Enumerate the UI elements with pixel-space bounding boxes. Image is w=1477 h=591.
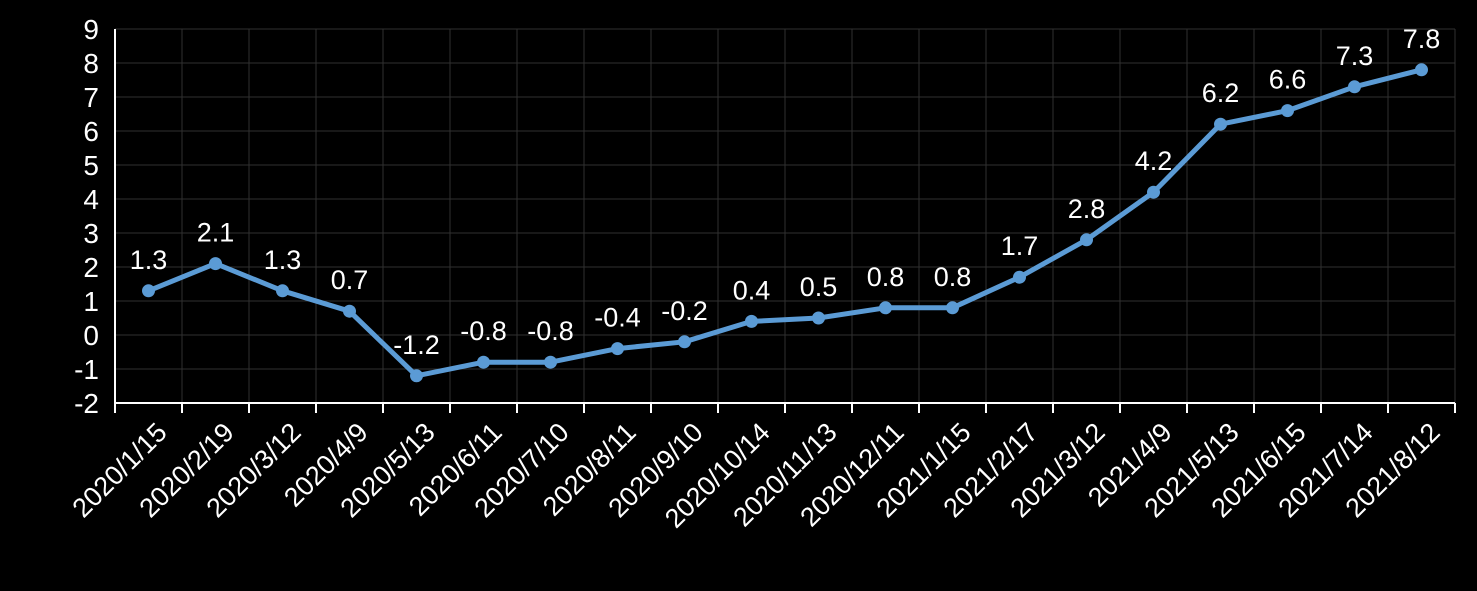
y-tick-label: 3 <box>83 218 99 249</box>
data-point-marker <box>276 284 289 298</box>
data-point-marker <box>209 257 222 271</box>
data-point-marker <box>1214 117 1227 131</box>
data-series-line <box>146 67 1424 379</box>
data-point-marker <box>544 355 557 369</box>
data-point-marker <box>879 301 892 315</box>
data-point-label: -1.2 <box>393 330 440 360</box>
data-point-marker <box>1281 104 1294 118</box>
data-point-label: 6.6 <box>1269 65 1307 95</box>
y-tick-label: 2 <box>83 252 99 283</box>
data-point-label: 1.7 <box>1001 231 1039 261</box>
y-tick-label: 8 <box>83 48 99 79</box>
data-point-marker <box>1348 80 1361 94</box>
data-point-marker <box>477 355 490 369</box>
data-point-marker <box>745 314 758 328</box>
y-tick-label: 0 <box>83 320 99 351</box>
y-tick-label: 1 <box>83 286 99 317</box>
data-point-label: -0.4 <box>594 303 641 333</box>
data-point-marker <box>1013 270 1026 284</box>
y-tick-label: 5 <box>83 150 99 181</box>
data-point-label: 0.4 <box>733 275 771 305</box>
data-point-marker <box>611 342 624 356</box>
data-point-label: -0.8 <box>460 316 507 346</box>
data-point-label: 2.8 <box>1068 194 1106 224</box>
y-tick-label: 9 <box>83 14 99 45</box>
data-point-label: 2.1 <box>197 218 235 248</box>
data-point-marker <box>410 369 423 383</box>
data-point-label: 0.8 <box>934 262 972 292</box>
data-point-marker <box>343 304 356 318</box>
y-tick-label: 4 <box>83 184 99 215</box>
data-point-label: 4.2 <box>1135 146 1173 176</box>
data-point-label: 1.3 <box>130 245 168 275</box>
data-point-marker <box>1080 233 1093 247</box>
data-point-marker <box>678 335 691 349</box>
data-point-marker <box>1147 185 1160 199</box>
data-point-label: 0.8 <box>867 262 905 292</box>
y-tick-label: 6 <box>83 116 99 147</box>
data-point-marker <box>142 284 155 298</box>
data-point-marker <box>812 311 825 325</box>
data-point-marker <box>946 301 959 315</box>
data-point-label: -0.8 <box>527 316 574 346</box>
y-tick-label: -2 <box>74 388 99 419</box>
y-tick-label: 7 <box>83 82 99 113</box>
data-point-label: 0.7 <box>331 265 369 295</box>
data-point-label: 7.8 <box>1403 24 1441 54</box>
data-point-label: -0.2 <box>661 296 708 326</box>
data-point-label: 0.5 <box>800 272 838 302</box>
data-point-label: 1.3 <box>264 245 302 275</box>
data-point-marker <box>1415 63 1428 77</box>
data-point-label: 6.2 <box>1202 78 1240 108</box>
data-point-label: 7.3 <box>1336 41 1374 71</box>
y-tick-label: -1 <box>74 354 99 385</box>
